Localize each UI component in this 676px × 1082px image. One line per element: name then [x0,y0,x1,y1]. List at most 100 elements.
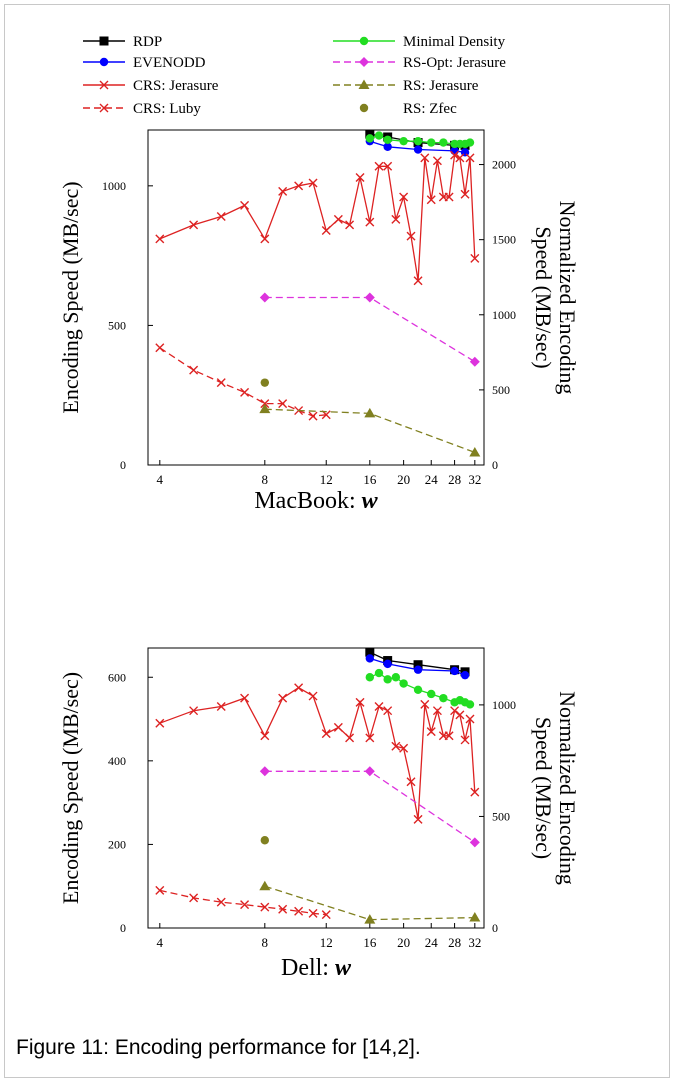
figure-caption: Figure 11: Encoding performance for [14,… [16,1036,421,1059]
data-point [321,910,331,920]
series-crs-luby [155,885,331,920]
data-point [308,908,318,918]
data-point [259,880,271,891]
legend-marker [358,79,370,89]
x-tick-label: 4 [157,472,164,487]
data-point [465,153,475,163]
data-point [374,161,384,171]
legend-label: Minimal Density [403,34,506,50]
y2-axis-label-line2: Speed (MB/sec) [531,717,556,859]
data-point [364,292,375,303]
data-point [240,900,250,910]
data-point [259,403,271,414]
y-axis-label: Encoding Speed (MB/sec) [58,181,83,413]
data-point [345,220,355,230]
data-point [383,659,392,669]
data-point [460,670,470,680]
x-tick-label: 20 [397,935,410,950]
data-point [383,142,392,151]
series-rs-jerasure [259,403,481,457]
legend-item-rs-zfec: RS: Zfec [359,101,457,117]
legend-marker [359,36,369,46]
data-point [321,729,331,739]
data-point [450,150,460,160]
data-point [426,727,436,737]
data-point [399,679,408,688]
data-point [427,689,436,699]
series-rs-opt-jerasure [259,766,480,848]
data-point [455,710,465,720]
data-point [259,766,270,777]
figure-frame [4,4,670,1078]
data-point [469,912,481,922]
chart-macbook: 4 8 12 16 20 24 28 32 0 500 1000 0 500 1000 1500 2000 En… [58,129,580,514]
data-point [383,161,393,171]
x-tick-label: 32 [468,472,481,487]
y2-tick-label: 0 [492,458,498,472]
data-point [413,660,423,670]
data-point [260,234,270,244]
x-axis-label-prefix: Dell: [281,955,335,981]
legend-item-crs-jerasure: CRS: Jerasure [83,78,219,94]
x-tick-label: 28 [448,935,461,950]
data-point [465,700,475,709]
data-point [455,153,465,163]
data-point [391,673,401,682]
y2-tick-label: 500 [492,383,510,397]
data-point [465,138,475,147]
data-point [413,685,423,694]
series-crs-luby [155,343,331,421]
legend-marker [99,80,109,90]
y2-tick-label: 2000 [492,158,516,172]
data-point [333,214,343,224]
data-point [426,195,436,205]
x-tick-label: 24 [425,472,439,487]
series-rs-opt-jerasure [259,292,480,367]
data-point [278,186,288,196]
data-point [216,212,226,222]
x-tick-label: 12 [320,935,333,950]
data-point [439,693,448,703]
data-point [365,217,375,227]
data-point [420,699,430,709]
y-tick-label: 0 [120,921,126,935]
data-point [308,691,318,701]
data-point [216,897,226,907]
data-point [365,654,375,663]
data-point [355,697,365,707]
x-tick-label: 8 [262,935,269,950]
data-point [259,292,270,303]
legend-label: RS: Jerasure [403,78,479,94]
data-point [432,156,442,166]
x-axis-label-var: w [335,955,352,981]
data-point [189,706,199,716]
y-tick-label: 500 [108,318,126,332]
data-point [321,226,331,235]
data-point [278,399,288,409]
data-point [155,343,165,353]
y-tick-label: 200 [108,837,126,851]
legend: RDP EVENODD CRS: Jerasure CRS: Luby Minimal … [83,34,506,117]
data-point [413,814,423,824]
data-point [308,411,318,421]
chart-dell: 4 8 12 16 20 24 28 32 0 200 400 600 0 500 1000 Encoding… [58,647,580,981]
y-tick-label: 1000 [102,179,126,193]
legend-label: RS: Zfec [403,101,457,117]
data-point [413,145,423,154]
data-point [155,234,165,244]
data-point [345,733,355,743]
legend-item-crs-luby: CRS: Luby [83,101,201,117]
x-axis-label-prefix: MacBook: [254,488,361,514]
data-point [278,904,288,914]
legend-marker [359,57,369,67]
legend-item-minimal-density: Minimal Density [333,34,506,50]
series-rs-zfec [260,836,270,845]
data-point [406,777,416,787]
data-point [260,378,270,387]
legend-item-evenodd: EVENODD [83,55,206,71]
legend-marker [359,103,369,113]
data-point [365,647,375,657]
series-line [264,770,476,843]
y2-tick-label: 0 [492,921,498,935]
